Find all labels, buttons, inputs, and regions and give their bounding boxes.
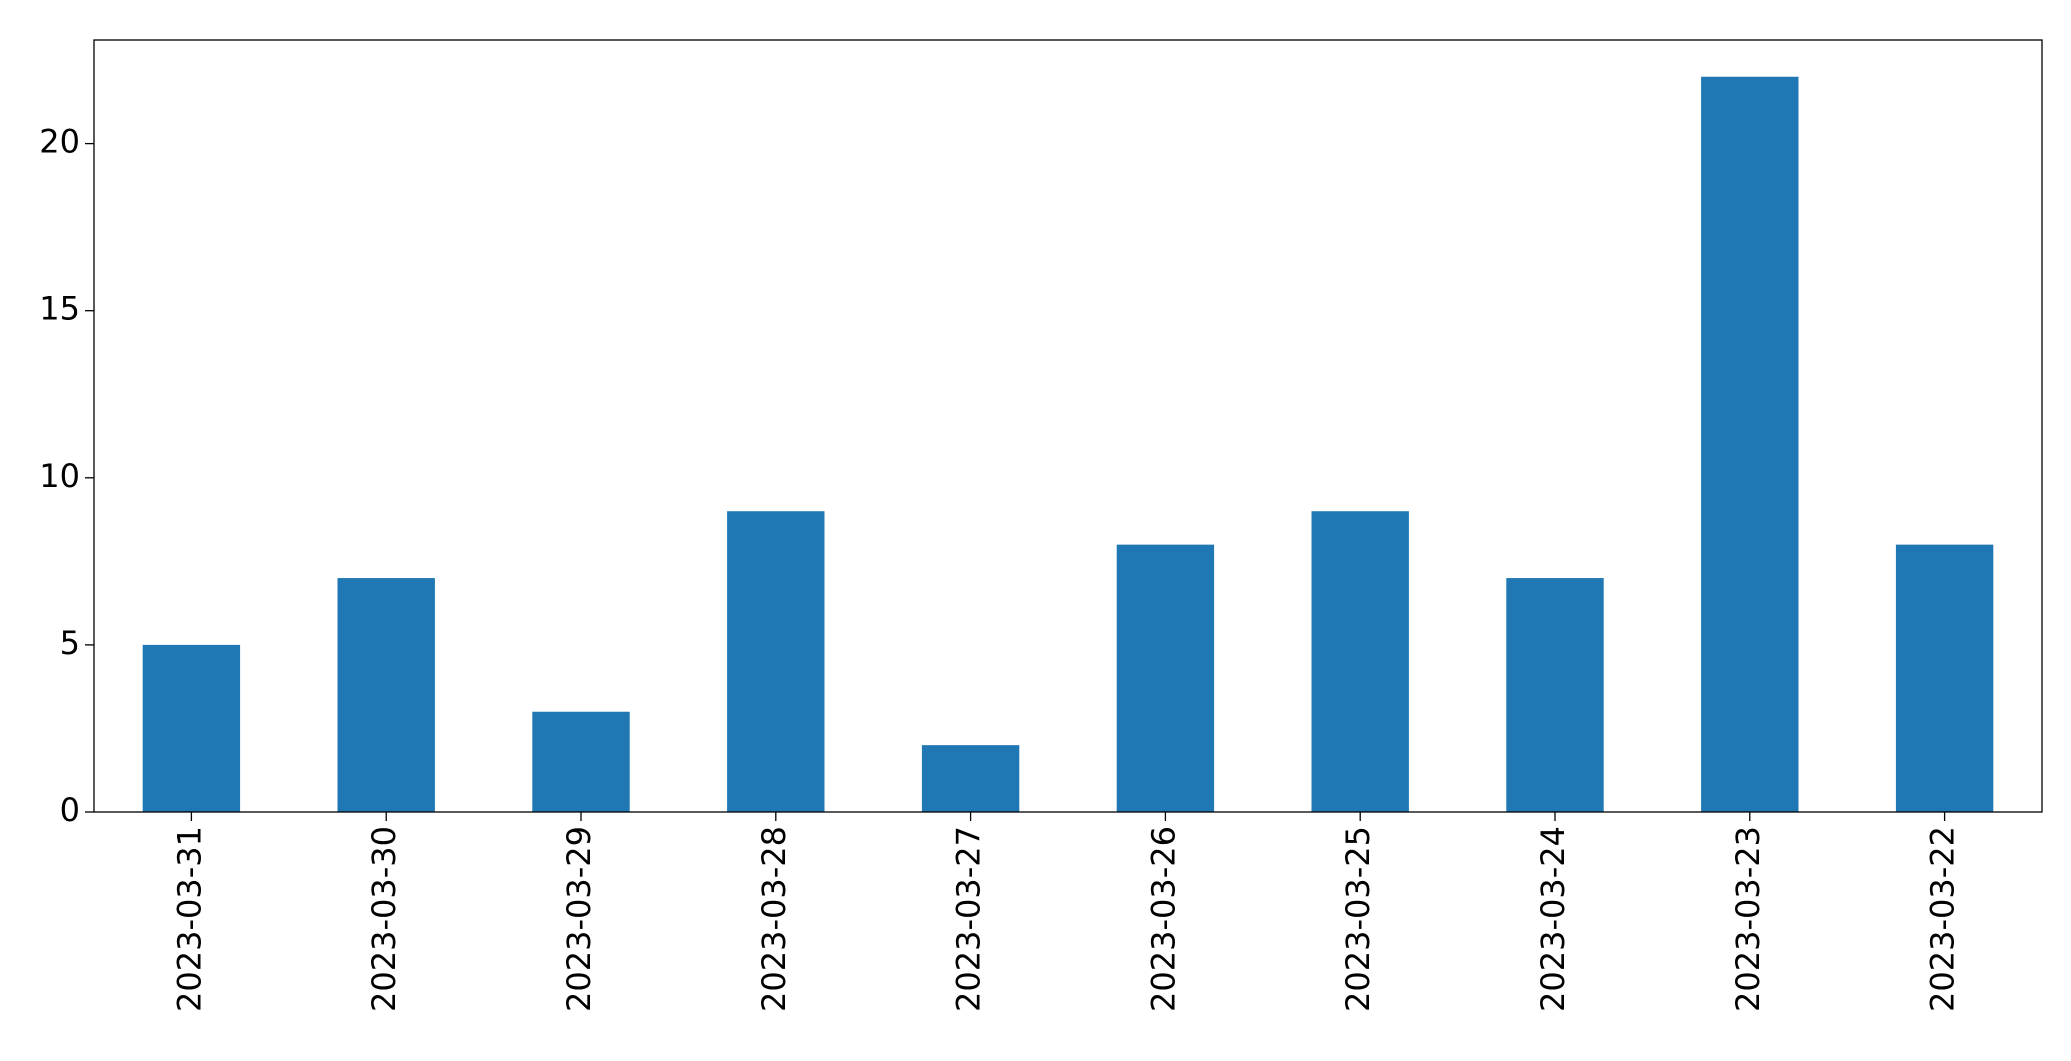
plot-frame [93,39,2043,813]
bar [532,711,630,812]
x-tick-label: 2023-03-25 [1339,826,1377,1012]
y-tick-label: 20 [39,123,80,161]
y-tick-label: 5 [60,624,80,662]
bar [1701,76,1799,812]
bar [337,578,435,812]
x-tick-label: 2023-03-31 [170,826,208,1012]
bar [142,644,241,812]
bar [1506,578,1604,812]
y-tick-label: 10 [39,457,80,495]
bar [1116,544,1215,812]
x-tick-label: 2023-03-29 [560,826,598,1012]
bar [921,745,1020,812]
bar [1311,511,1409,812]
x-tick-label: 2023-03-23 [1729,826,1767,1012]
x-tick-label: 2023-03-24 [1534,826,1572,1012]
x-tick-label: 2023-03-28 [755,826,793,1012]
x-tick-label: 2023-03-27 [950,826,988,1012]
bar [727,511,825,812]
y-tick-label: 0 [60,791,80,829]
x-tick-label: 2023-03-26 [1144,826,1182,1012]
x-tick-label: 2023-03-22 [1924,826,1962,1012]
x-tick-label: 2023-03-30 [365,826,403,1012]
bar [1895,544,1994,812]
y-tick-label: 15 [39,290,80,328]
